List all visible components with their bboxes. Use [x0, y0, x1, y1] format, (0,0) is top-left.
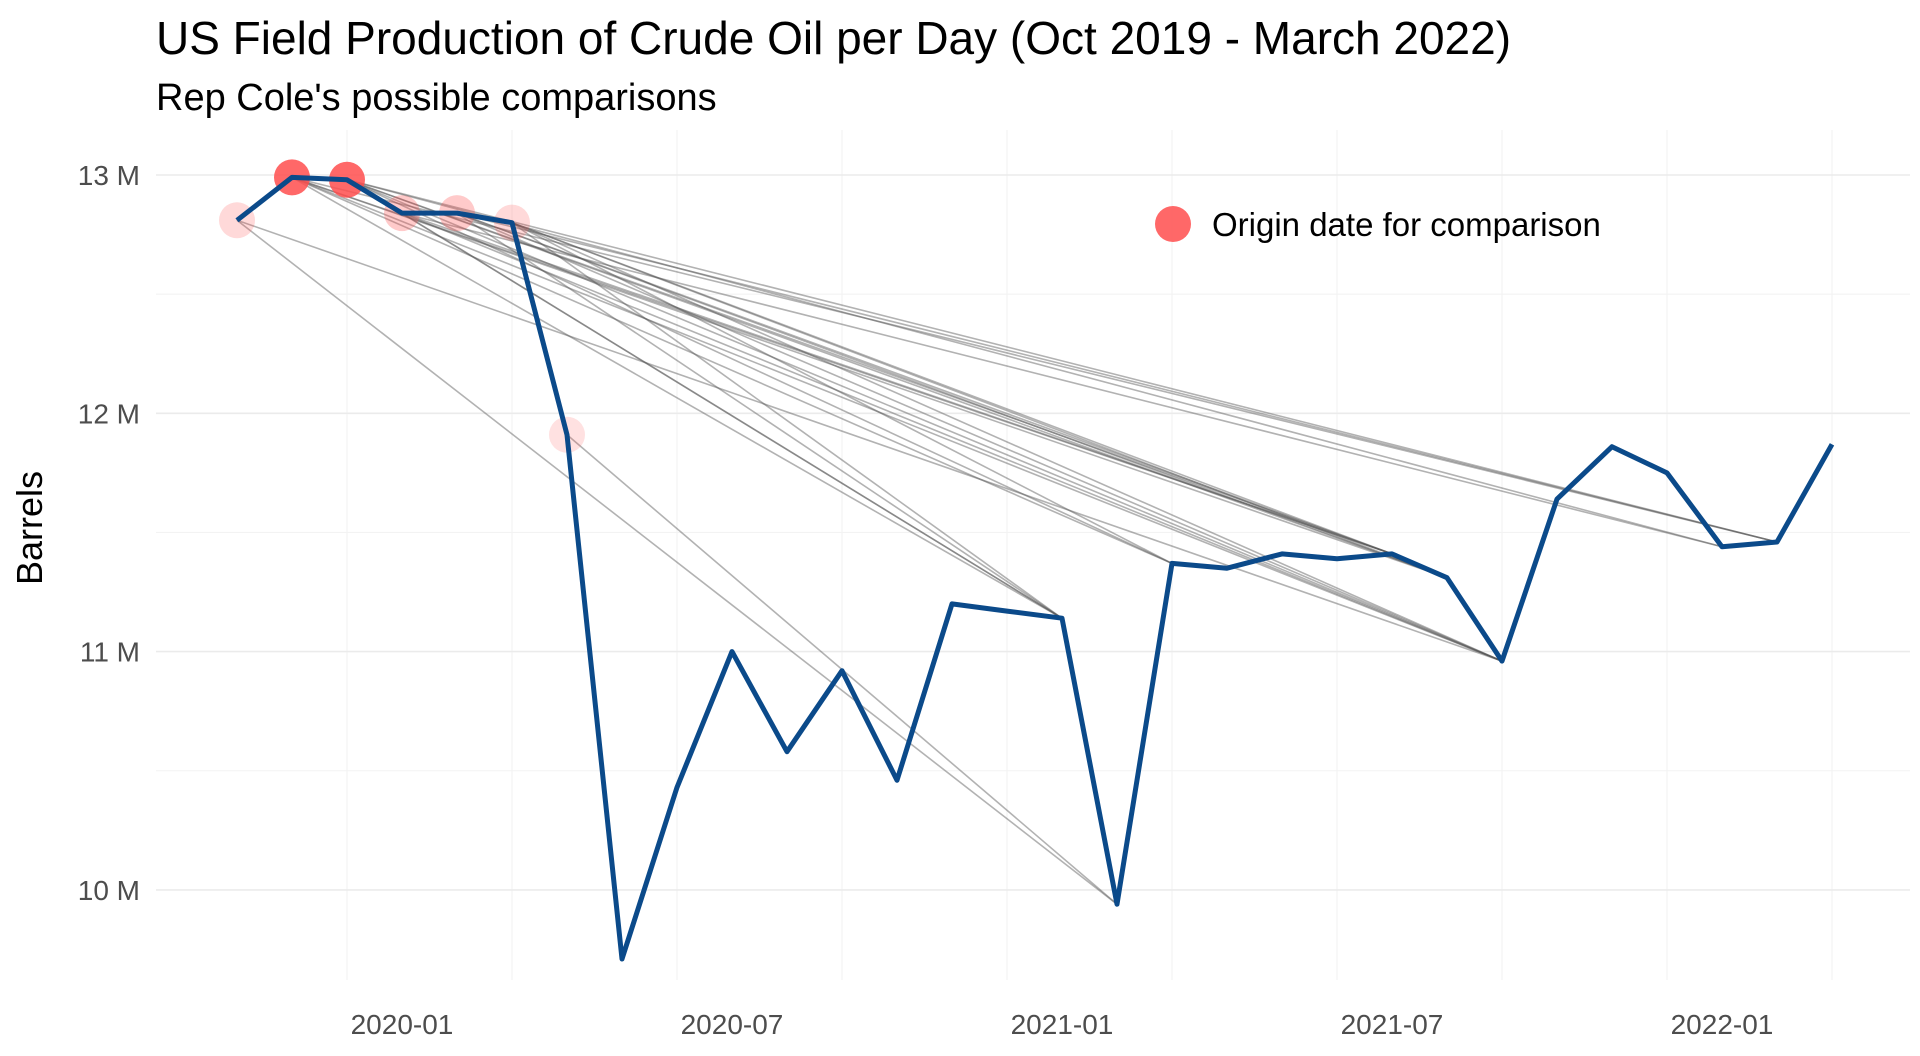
production-series [235, 174, 1835, 962]
comparison-line [456, 212, 1503, 662]
comparison-line [291, 176, 1448, 579]
chart-subtitle: Rep Cole's possible comparisons [156, 77, 717, 119]
comparison-line [456, 212, 1393, 555]
comparison-line [456, 212, 1448, 579]
gridlines [156, 130, 1910, 980]
comparison-line [291, 176, 1173, 565]
legend: Origin date for comparison [1155, 206, 1601, 243]
comparison-line [346, 179, 1503, 662]
comparison-line [291, 176, 1393, 555]
legend-origin-label: Origin date for comparison [1212, 206, 1601, 243]
comparison-line [456, 212, 1778, 543]
comparison-line [236, 219, 1503, 662]
comparison-line [236, 219, 1118, 905]
comparison-line [346, 179, 1393, 555]
origin-points [219, 159, 585, 453]
comparison-line [346, 179, 1448, 579]
comparison-line [291, 176, 1063, 619]
axis-ticks: 2020-01 2020-07 2021-01 2021-07 2022-01 10 M 1… [78, 160, 1774, 1040]
x-tick-label: 2022-01 [1671, 1009, 1774, 1040]
y-tick-label: 12 M [78, 398, 140, 429]
x-tick-label: 2021-01 [1011, 1009, 1114, 1040]
production-line [235, 174, 1835, 962]
comparison-line [511, 222, 1063, 619]
y-tick-label: 13 M [78, 160, 140, 191]
x-tick-label: 2021-07 [1341, 1009, 1444, 1040]
x-tick-label: 2020-01 [351, 1009, 454, 1040]
x-tick-label: 2020-07 [681, 1009, 784, 1040]
comparison-line [511, 221, 1448, 579]
comparison-line [291, 176, 1778, 543]
comparison-lines [236, 176, 1778, 905]
comparison-line [401, 212, 1393, 555]
comparison-line [456, 212, 1063, 619]
comparison-line [511, 221, 1173, 565]
comparison-line [401, 212, 1063, 619]
comparison-line [401, 212, 1723, 548]
comparison-line [401, 212, 1503, 662]
y-tick-label: 10 M [78, 875, 140, 906]
legend-origin-marker [1155, 206, 1191, 242]
comparison-line [346, 179, 1063, 619]
y-tick-label: 11 M [80, 637, 140, 668]
comparison-line [511, 221, 1503, 662]
comparison-line [511, 221, 1393, 555]
comparison-line [346, 178, 1723, 548]
comparison-line [291, 176, 1503, 662]
chart-title: US Field Production of Crude Oil per Day… [156, 12, 1512, 64]
comparison-line [346, 178, 1778, 543]
comparison-line [346, 179, 1173, 565]
